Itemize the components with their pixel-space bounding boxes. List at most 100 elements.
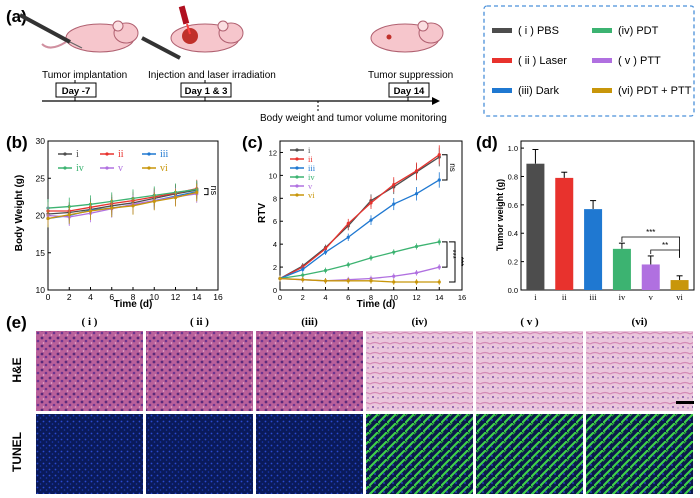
row-label-he: H&E — [10, 357, 24, 382]
data-point-vi — [301, 278, 305, 282]
y-tick-label: 15 — [36, 248, 46, 258]
tl-label-inject: Injection and laser irradiation — [148, 70, 276, 81]
tunel-image — [366, 414, 473, 494]
legend-marker — [295, 148, 299, 152]
y-tick-label: 20 — [36, 211, 46, 221]
series-line-ii — [279, 154, 440, 280]
legend-label: (iv) PDT — [618, 25, 659, 37]
series-line-ii — [48, 188, 197, 212]
data-point-vi — [414, 280, 419, 284]
x-tick-label: iii — [590, 292, 598, 302]
group-legend: ( i ) PBS (iv) PDT ( ii ) Laser ( v ) PTT (i… — [492, 25, 692, 97]
b-ylabel: Body Weight (g) — [14, 175, 25, 251]
legend-label: ( v ) PTT — [618, 55, 661, 67]
y-tick-label: 0.4 — [508, 229, 518, 238]
plot-frame — [47, 140, 219, 291]
sig-label: *** — [448, 249, 457, 258]
x-tick-label: ii — [562, 292, 567, 302]
data-point-vi — [67, 213, 71, 217]
column-label: ( v ) — [520, 316, 539, 328]
data-point-iii — [369, 218, 373, 222]
legend-label: ( i ) PBS — [518, 25, 559, 37]
tunel-image — [256, 414, 363, 494]
data-point-iii — [392, 202, 396, 206]
series-line-iii — [279, 179, 440, 280]
column-label: (vi) — [632, 316, 648, 328]
legend-frame — [483, 5, 695, 117]
y-tick-label: 25 — [36, 173, 46, 183]
row-label-tunel: TUNEL — [10, 432, 24, 472]
legend-label: ( ii ) Laser — [518, 55, 567, 67]
sig-bracket — [442, 241, 448, 268]
x-tick-label: vi — [676, 292, 683, 302]
x-tick-label: 4 — [88, 292, 93, 302]
data-point-iii — [323, 250, 328, 254]
x-tick-label: 2 — [67, 292, 72, 302]
y-tick-label: 0.6 — [508, 201, 518, 210]
bar-iii — [584, 209, 603, 290]
ns-label: ns — [448, 163, 457, 171]
legend-text-iii: iii — [160, 149, 169, 160]
sig-label: ** — [662, 241, 668, 250]
sig-bracket — [449, 241, 456, 283]
data-point-vi — [173, 196, 178, 200]
data-point-vi — [346, 279, 350, 283]
y-tick-label: 0.8 — [508, 172, 518, 181]
b-xlabel: Time (d) — [114, 299, 153, 310]
histology-grid: ( i ) ( ii ) (iii) (iv) ( v ) (vi) — [36, 316, 693, 494]
legend-marker — [295, 175, 299, 179]
data-point-iii — [437, 178, 441, 182]
he-image — [146, 331, 253, 411]
legend-text-vi: vi — [160, 163, 168, 174]
legend-text-ii: ii — [308, 154, 313, 164]
bar-ii — [555, 177, 574, 290]
data-point-iv — [323, 268, 328, 273]
syringe-icon — [19, 13, 83, 49]
he-image — [366, 331, 473, 411]
y-tick-label: 30 — [36, 136, 46, 146]
legend-text-v: v — [308, 181, 313, 191]
series-line-i — [47, 189, 197, 215]
legend-marker — [105, 152, 109, 156]
data-point-iv — [392, 250, 396, 254]
legend-swatch — [492, 88, 512, 93]
legend-marker — [63, 152, 67, 156]
data-point-ii — [392, 182, 396, 187]
x-tick-label: 8 — [369, 293, 373, 302]
series-line-vi — [47, 191, 197, 220]
series-line-iv — [47, 188, 197, 209]
legend-text-i: i — [76, 149, 79, 160]
y-tick-label: 4 — [273, 240, 277, 249]
legend-marker — [295, 166, 299, 170]
legend-marker — [295, 184, 299, 188]
plot-frame — [520, 140, 695, 291]
panel-label-e: (e) — [6, 313, 27, 332]
panel-label-b: (b) — [6, 133, 28, 152]
legend-label: (iii) Dark — [518, 85, 559, 97]
sig-label: *** — [456, 257, 465, 266]
day-box-2 — [180, 82, 232, 98]
y-tick-label: 0.0 — [508, 286, 518, 295]
data-point-vi — [323, 279, 328, 283]
data-point-ii — [369, 201, 373, 205]
sig-bracket — [650, 249, 680, 258]
chart-tumor-weight: 0.00.20.40.60.81.0i ii iii iv v vi***** — [508, 140, 695, 302]
sig-bracket — [621, 236, 680, 257]
tunel-image — [146, 414, 253, 494]
data-point-vi — [88, 209, 93, 213]
y-tick-label: 0.2 — [508, 258, 518, 267]
scale-bar — [676, 401, 694, 404]
data-point-ii — [346, 221, 350, 226]
data-point-iv — [369, 256, 373, 260]
series-line-iv — [279, 241, 440, 280]
he-image — [256, 331, 363, 411]
he-image — [476, 331, 583, 411]
x-tick-label: 14 — [435, 293, 443, 302]
bar-i — [526, 163, 545, 290]
legend-marker — [295, 193, 299, 197]
data-point-vi — [131, 204, 135, 208]
day-label-3: Day 14 — [394, 86, 425, 97]
data-point-iii — [301, 267, 305, 271]
